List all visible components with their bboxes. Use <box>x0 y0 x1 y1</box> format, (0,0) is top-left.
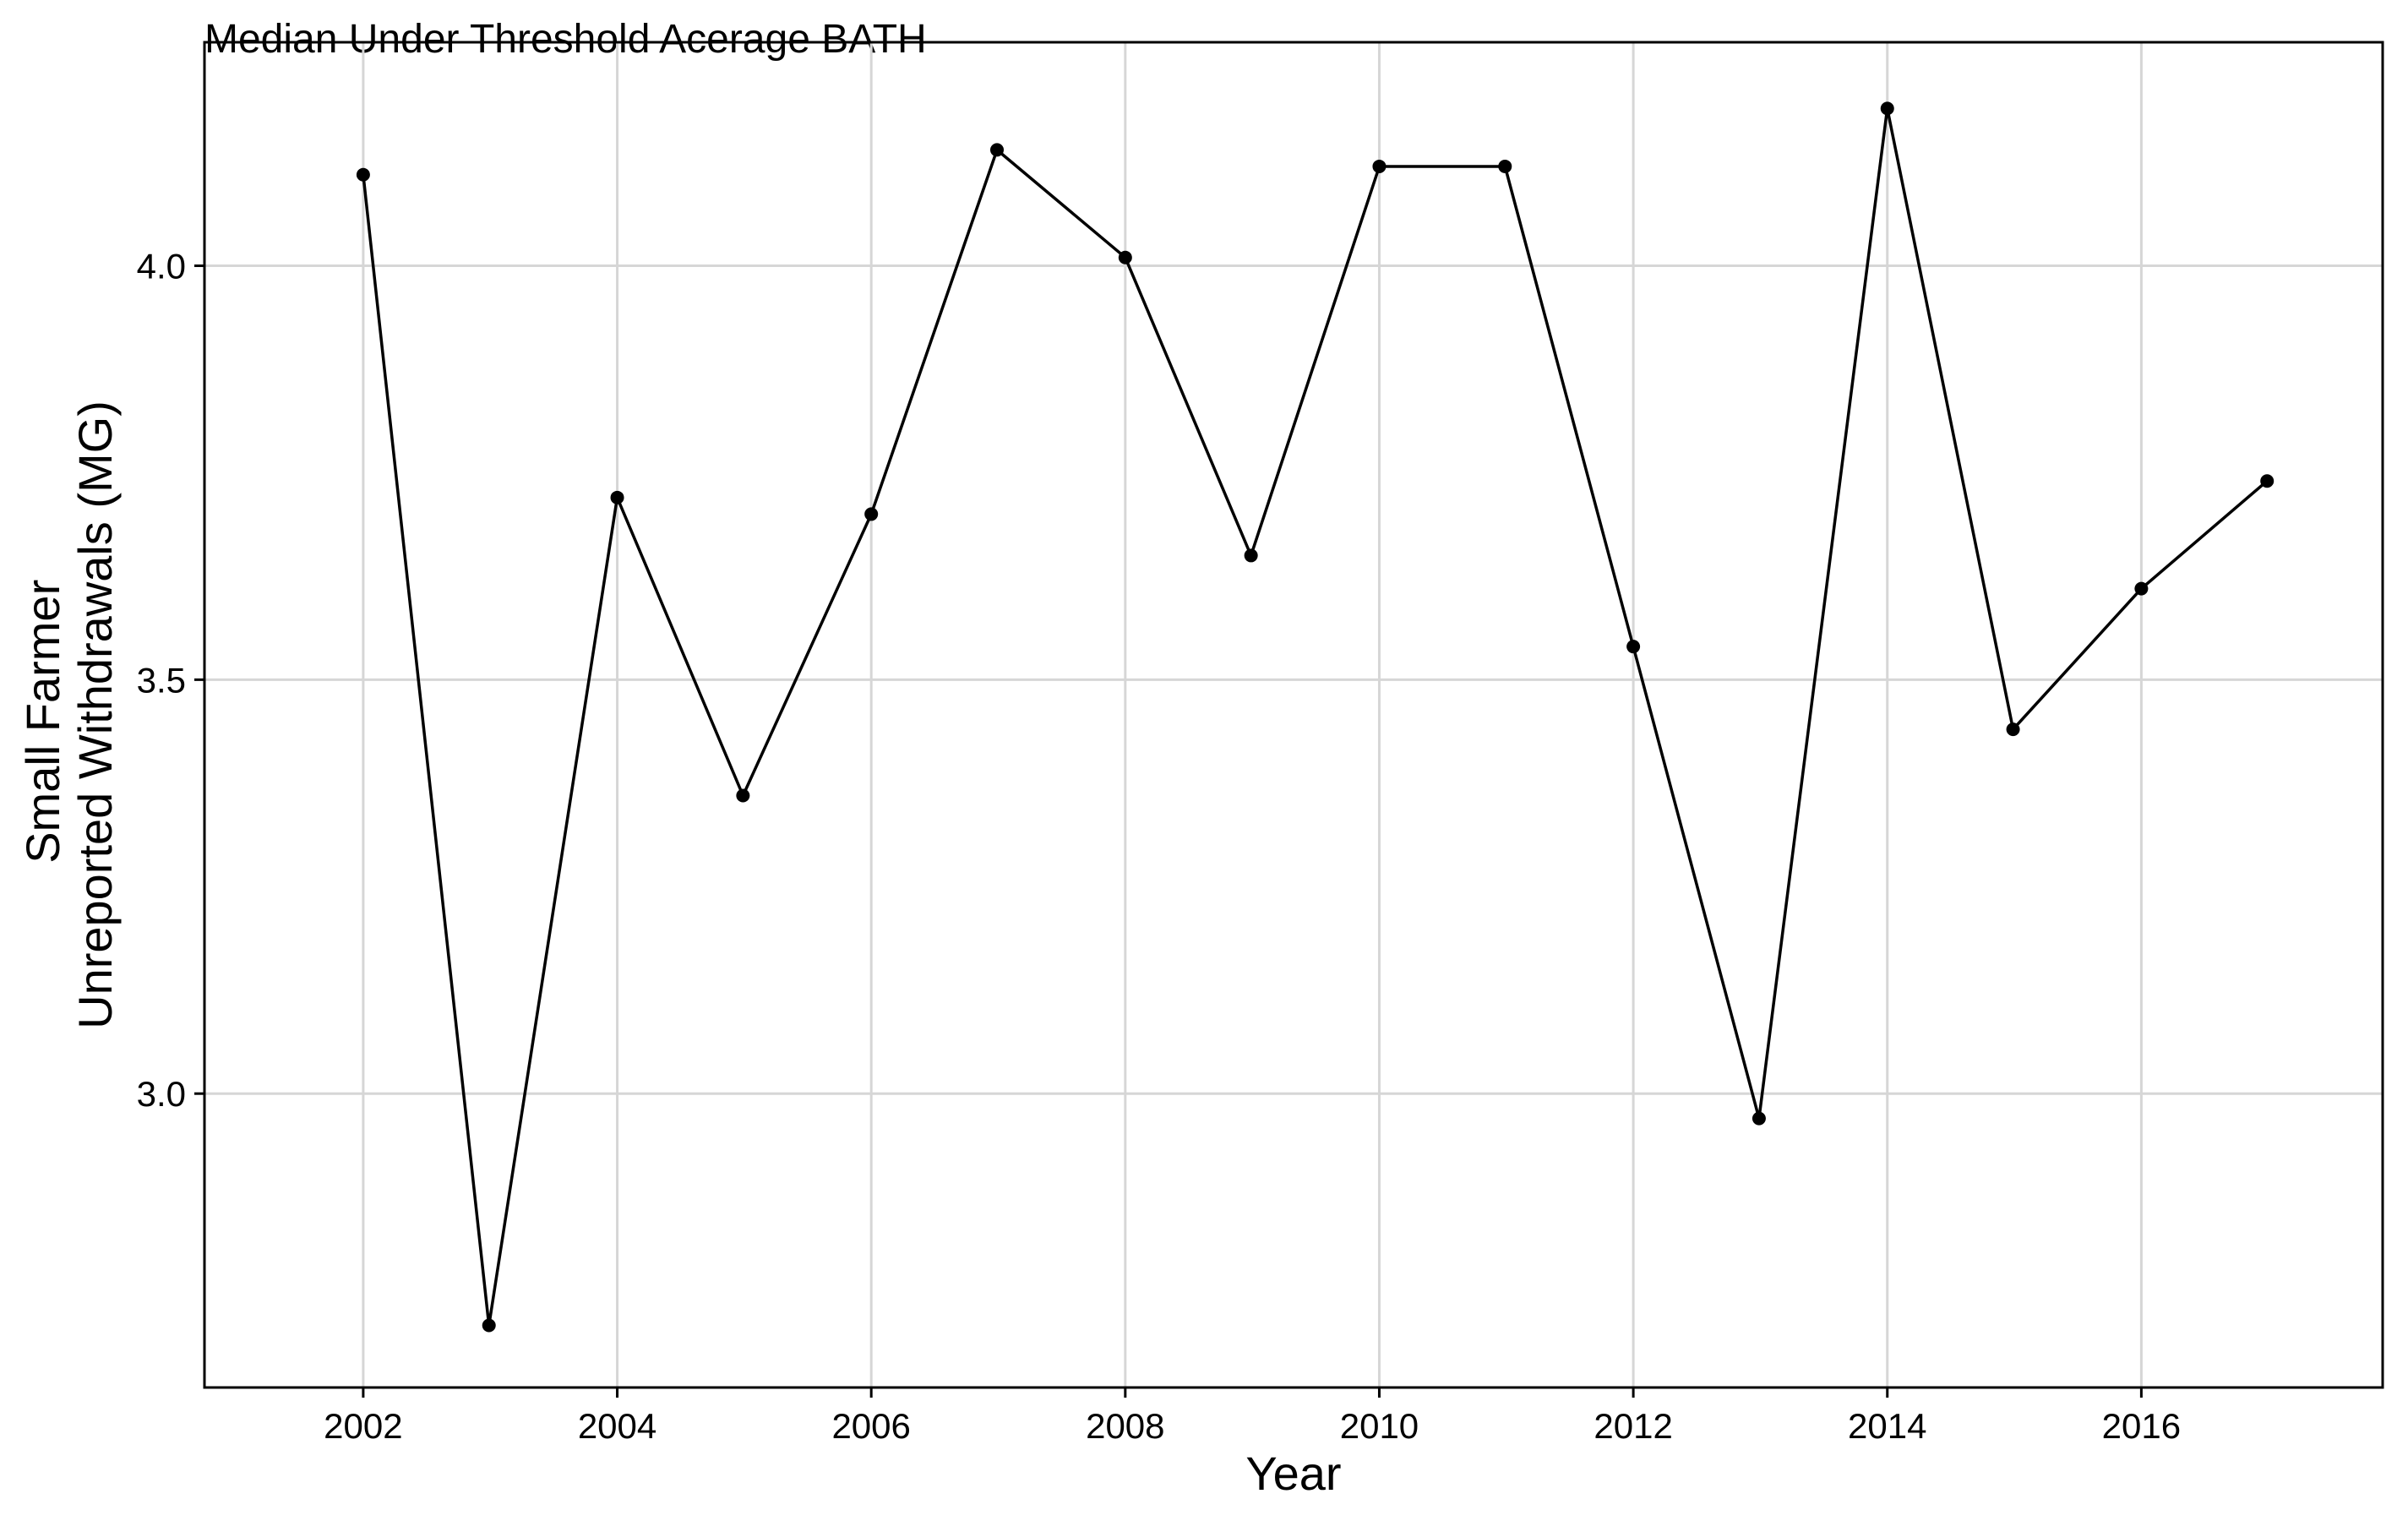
data-point-6 <box>990 143 1005 157</box>
y-axis-label-line-2: Unreported Withdrawals (MG) <box>68 401 122 1029</box>
x-axis-label: Year <box>1245 1447 1341 1500</box>
x-tick-label-2002: 2002 <box>324 1406 402 1446</box>
data-point-9 <box>1372 159 1387 173</box>
data-point-11 <box>1626 640 1641 654</box>
y-gridlines <box>204 264 2383 1095</box>
data-point-7 <box>1118 250 1132 264</box>
x-tick-label-2012: 2012 <box>1594 1406 1672 1446</box>
data-point-13 <box>1880 101 1894 116</box>
plot-panel-border <box>203 41 2384 1389</box>
data-point-4 <box>736 788 750 803</box>
data-point-15 <box>2134 581 2149 596</box>
y-axis-label: Small Farmer Unreported Withdrawals (MG) <box>16 401 122 1029</box>
x-tick-label-2006: 2006 <box>831 1406 910 1446</box>
y-tick-label-4.0: 4.0 <box>137 247 186 286</box>
x-tick-label-2016: 2016 <box>2102 1406 2181 1446</box>
data-point-12 <box>1752 1111 1766 1126</box>
y-tick-label-3.0: 3.0 <box>137 1074 186 1114</box>
data-point-3 <box>610 490 624 504</box>
x-tick-label-2010: 2010 <box>1340 1406 1419 1446</box>
chart-title: Median Under Threshold Acerage BATH <box>204 17 927 62</box>
data-point-14 <box>2006 722 2020 737</box>
y-axis-label-line-1: Small Farmer <box>16 580 69 864</box>
data-point-2 <box>482 1318 496 1333</box>
data-point-10 <box>1498 159 1512 173</box>
x-tick-label-2004: 2004 <box>578 1406 656 1446</box>
series-line <box>362 106 2269 1327</box>
y-tick-label-3.5: 3.5 <box>137 660 186 700</box>
x-tick-label-2014: 2014 <box>1848 1406 1926 1446</box>
data-point-1 <box>356 167 370 182</box>
x-tick-label-2008: 2008 <box>1086 1406 1164 1446</box>
data-point-8 <box>1244 548 1258 563</box>
data-point-16 <box>2260 474 2275 488</box>
data-points <box>356 101 2275 1333</box>
x-axis-ticks: 2002 2004 2006 2008 2010 2012 2014 2016 <box>324 1387 2181 1446</box>
x-gridlines <box>362 42 2143 1387</box>
y-axis-ticks: 3.0 3.5 4.0 <box>137 247 204 1114</box>
data-point-5 <box>864 507 879 521</box>
